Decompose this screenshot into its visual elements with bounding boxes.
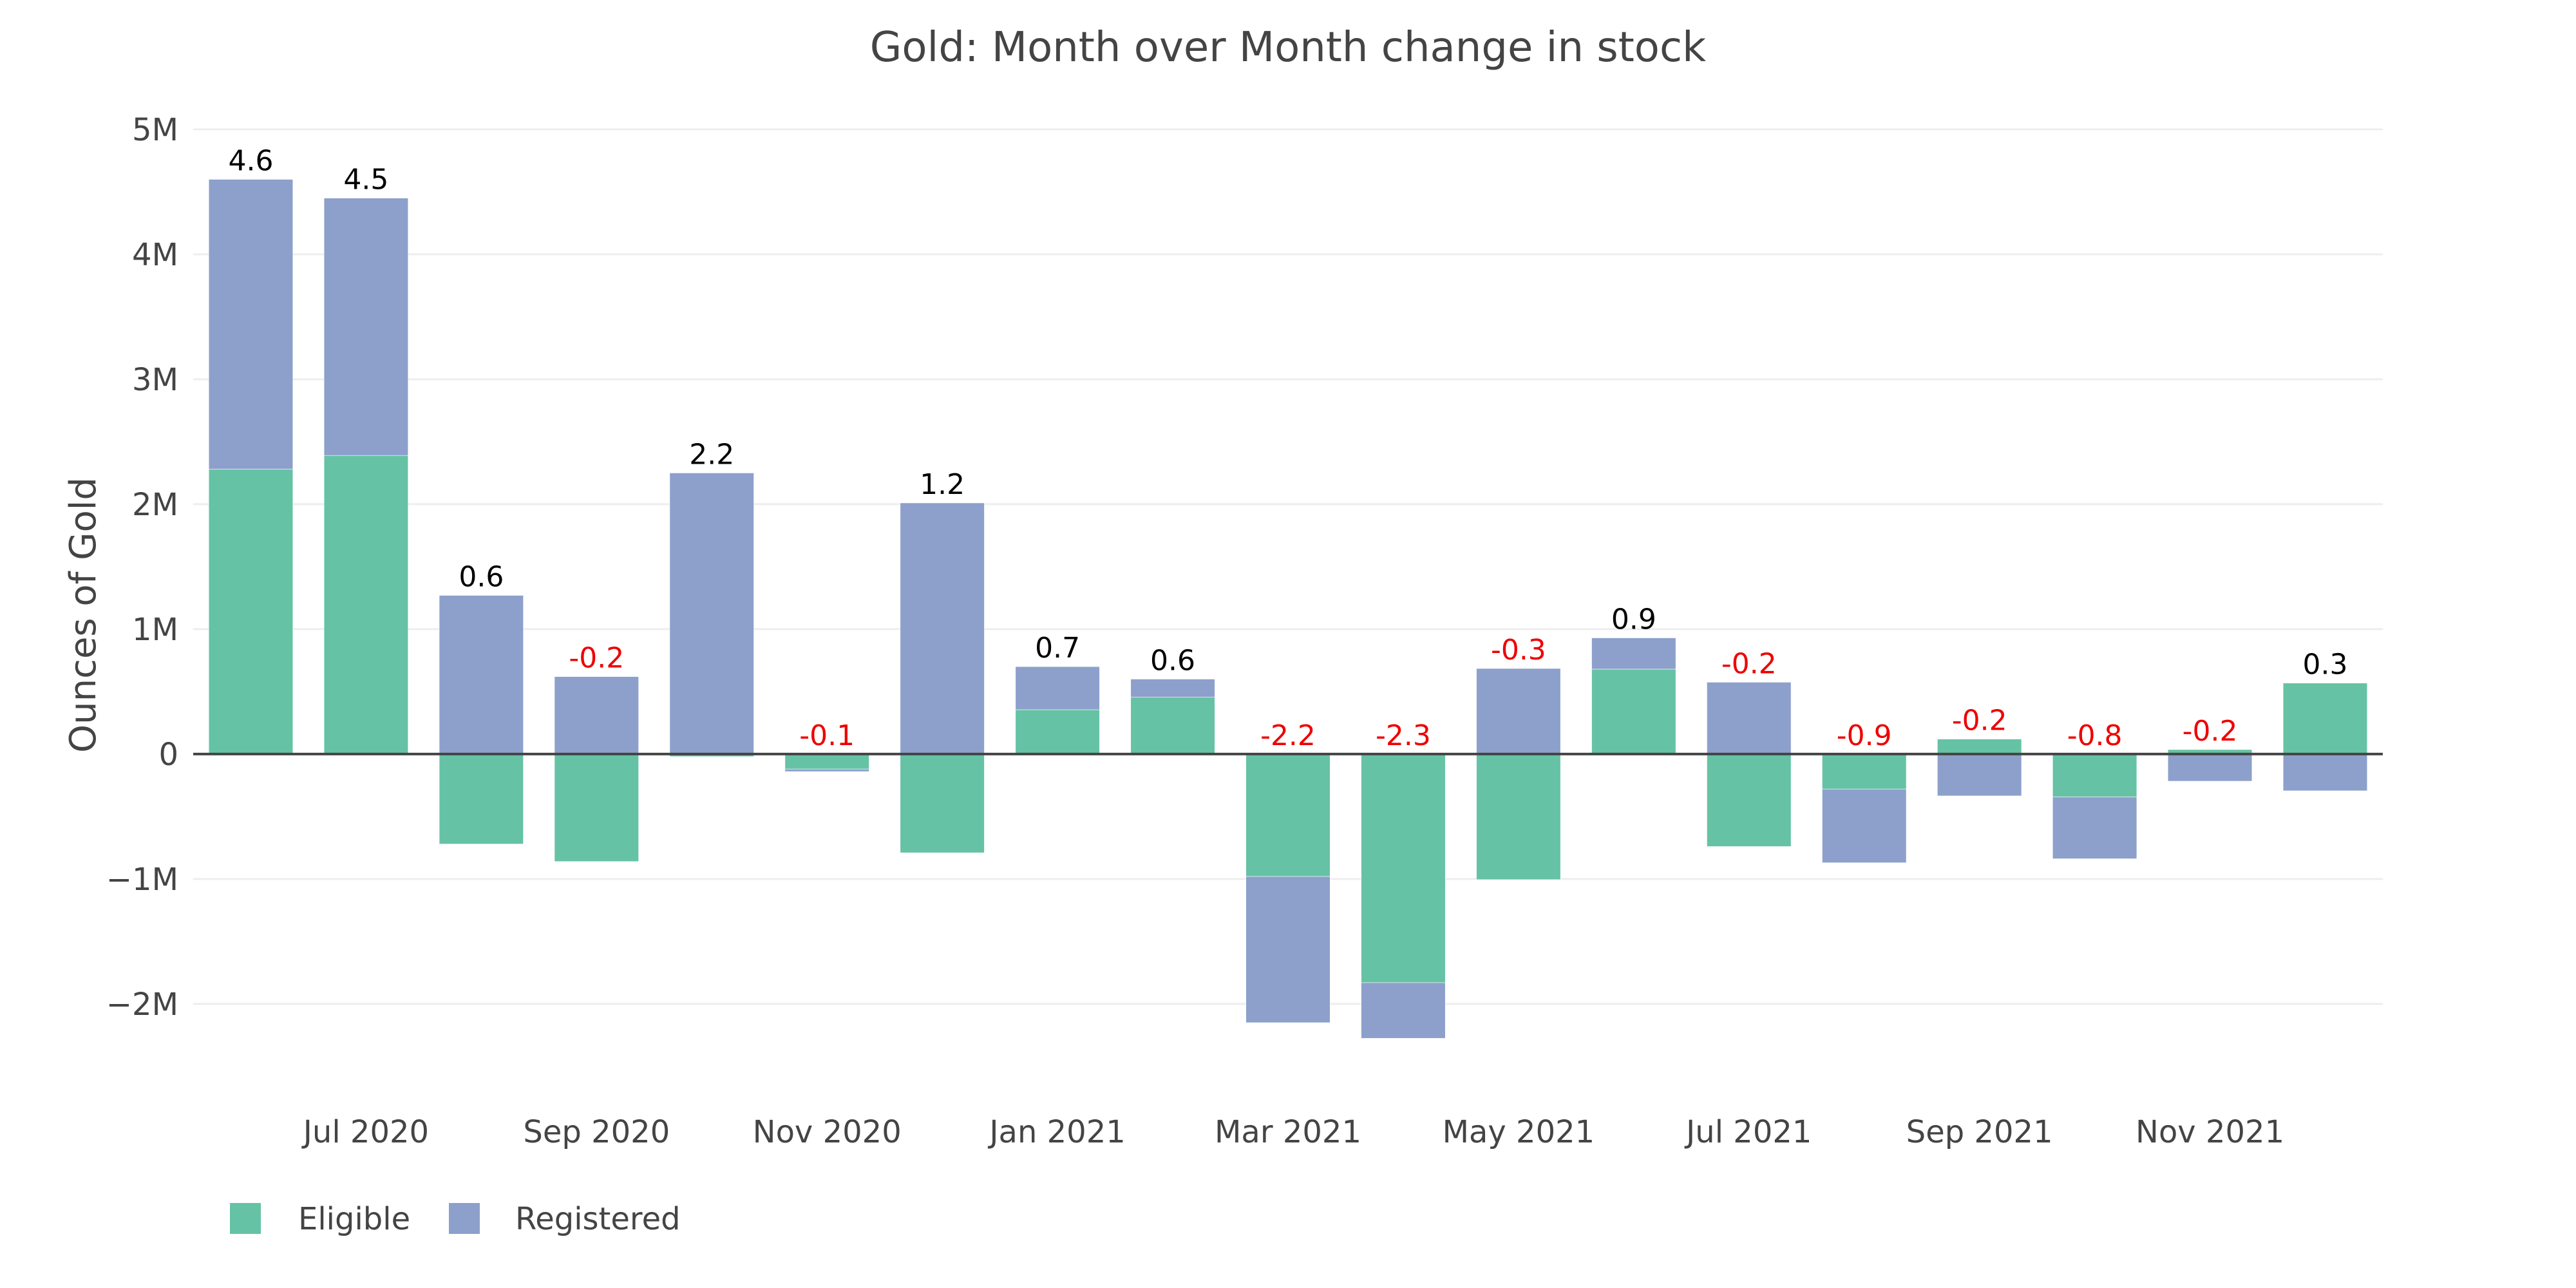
bar-eligible — [784, 753, 869, 770]
bar-total-label: 0.9 — [1611, 603, 1656, 636]
bar-total-label: 0.6 — [1150, 645, 1195, 677]
bar-total-label: -2.3 — [1376, 719, 1431, 752]
legend-swatch — [230, 1203, 261, 1234]
bar-eligible — [323, 455, 409, 755]
bar-registered — [1937, 753, 2022, 797]
x-tick-label: Jan 2021 — [987, 1114, 1125, 1150]
x-axis-ticks: Jul 2020 Sep 2020 Nov 2020 Jan 2021 Mar 2021… — [301, 1114, 2284, 1150]
bar-eligible — [1245, 753, 1331, 877]
legend-item-eligible[interactable]: Eligible — [230, 1201, 410, 1237]
x-tick-label: Mar 2021 — [1215, 1114, 1361, 1150]
bar-registered — [1707, 682, 1792, 755]
bar-eligible — [1130, 697, 1215, 755]
bar-total-label: -0.2 — [1721, 647, 1777, 680]
y-tick-label: 4M — [132, 237, 178, 273]
bar-registered — [1015, 666, 1100, 710]
bar-total-label: -0.1 — [799, 719, 855, 752]
bar-registered — [2282, 753, 2368, 791]
legend-item-registered[interactable]: Registered — [449, 1201, 681, 1237]
legend-label: Registered — [515, 1201, 681, 1237]
chart-title: Gold: Month over Month change in stock — [870, 24, 1706, 71]
y-tick-label: 0 — [158, 737, 178, 773]
x-tick-label: Nov 2020 — [753, 1114, 902, 1150]
y-tick-label: −1M — [106, 862, 178, 898]
x-tick-label: Sep 2020 — [523, 1114, 670, 1150]
bar-total-label: 4.6 — [228, 145, 273, 178]
x-tick-label: Jul 2021 — [1684, 1114, 1812, 1150]
bar-registered — [1361, 982, 1446, 1039]
bar-eligible — [1591, 668, 1676, 755]
bar-registered — [439, 595, 524, 755]
bar-registered — [323, 198, 409, 456]
bar-registered — [669, 473, 754, 755]
bar-registered — [554, 676, 639, 755]
bar-eligible — [2052, 753, 2137, 797]
bar-registered — [1822, 788, 1907, 863]
bars — [208, 179, 2368, 1039]
bar-total-label: 4.5 — [343, 164, 388, 196]
bar-registered — [784, 768, 869, 772]
bar-total-label: 2.2 — [689, 438, 734, 471]
bar-total-label: 0.7 — [1035, 632, 1080, 665]
bar-total-label: 1.2 — [920, 468, 965, 501]
bar-labels: 4.6 4.5 0.6 -0.2 2.2 -0.1 1.2 0.7 0.6 -2.2 -2.3 -0.… — [228, 145, 2347, 752]
bar-total-label: -0.2 — [2183, 715, 2238, 748]
bar-registered — [1130, 679, 1215, 697]
bar-eligible — [1361, 753, 1446, 983]
y-tick-label: 1M — [132, 612, 178, 648]
bar-eligible — [1822, 753, 1907, 790]
x-tick-label: Jul 2020 — [301, 1114, 429, 1150]
bar-eligible — [900, 753, 985, 853]
y-tick-label: 5M — [132, 112, 178, 148]
bar-total-label: -0.3 — [1491, 634, 1546, 667]
bar-eligible — [554, 753, 639, 862]
bar-registered — [1591, 638, 1676, 670]
bar-eligible — [1476, 753, 1561, 880]
y-axis-title: Ounces of Gold — [62, 477, 104, 753]
gridlines — [193, 128, 2383, 1005]
bar-eligible — [1015, 709, 1100, 755]
bar-eligible — [208, 469, 294, 755]
x-tick-label: May 2021 — [1443, 1114, 1595, 1150]
y-axis-ticks: −2M −1M 0 1M 2M 3M 4M 5M — [106, 112, 178, 1023]
bar-eligible — [1707, 753, 1792, 847]
bar-eligible — [1937, 739, 2022, 755]
x-tick-label: Sep 2021 — [1906, 1114, 2053, 1150]
legend-swatch — [449, 1203, 480, 1234]
bar-registered — [2167, 753, 2253, 782]
bar-total-label: -0.2 — [1952, 705, 2007, 737]
y-tick-label: −2M — [106, 987, 178, 1023]
bar-total-label: 0.6 — [459, 561, 504, 594]
y-tick-label: 3M — [132, 362, 178, 398]
bar-total-label: -0.2 — [569, 642, 624, 675]
bar-registered — [208, 179, 294, 469]
bar-total-label: 0.3 — [2303, 649, 2348, 681]
legend: Eligible Registered — [230, 1201, 681, 1237]
bar-total-label: -0.8 — [2067, 719, 2123, 752]
bar-registered — [900, 502, 985, 755]
x-tick-label: Nov 2021 — [2136, 1114, 2284, 1150]
bar-registered — [2052, 797, 2137, 859]
bar-eligible — [2282, 683, 2368, 755]
legend-label: Eligible — [298, 1201, 410, 1237]
bar-registered — [1476, 668, 1561, 755]
bar-total-label: -0.9 — [1837, 719, 1892, 752]
bar-total-label: -2.2 — [1260, 719, 1316, 752]
bar-eligible — [439, 753, 524, 844]
bar-registered — [1245, 876, 1331, 1023]
y-tick-label: 2M — [132, 487, 178, 523]
